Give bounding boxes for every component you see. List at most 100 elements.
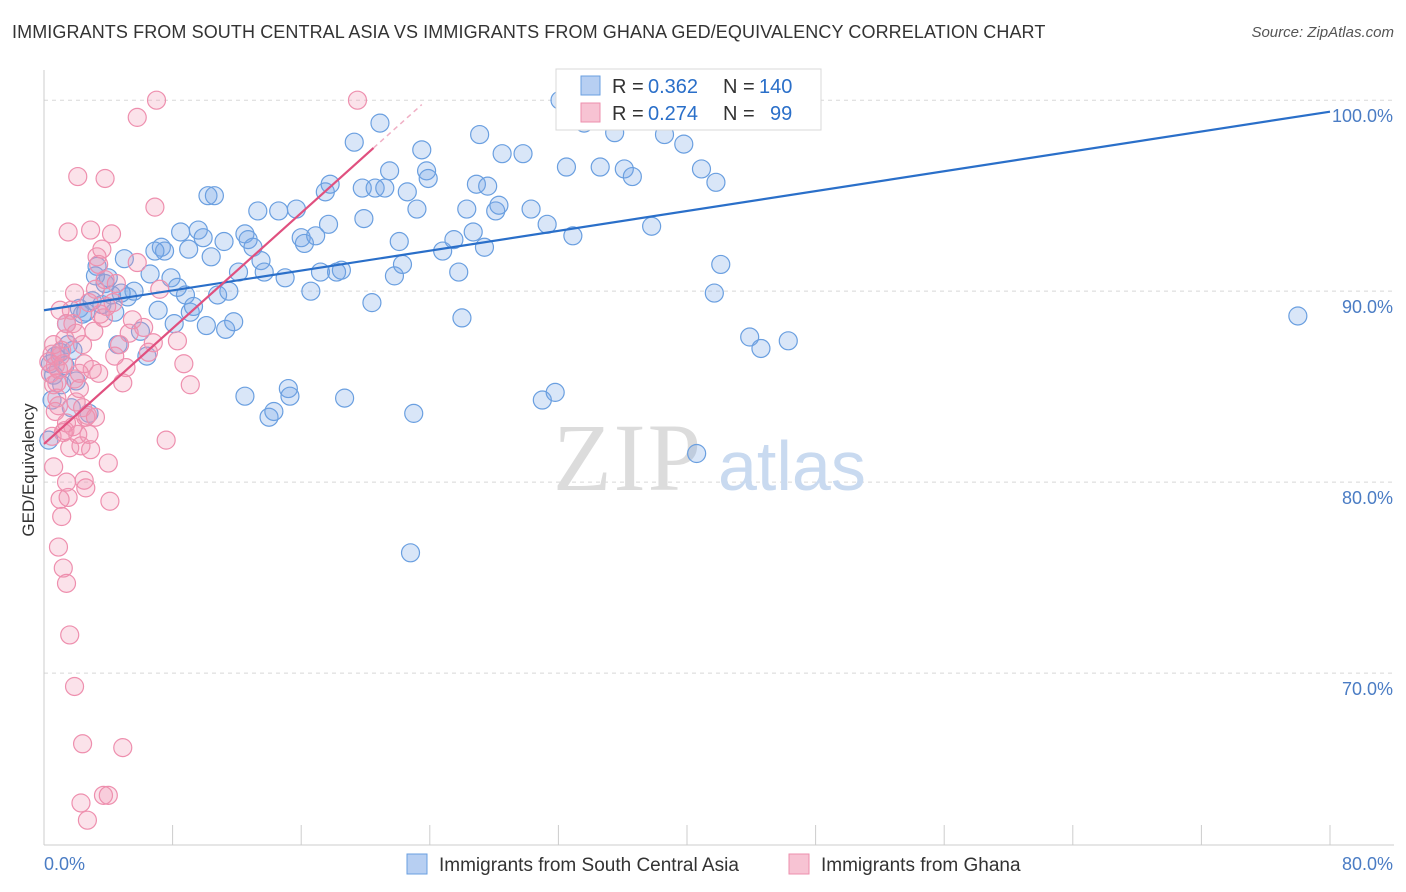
data-point <box>389 231 409 252</box>
data-point <box>71 436 91 456</box>
watermark-atlas: atlas <box>718 427 866 505</box>
trend-line <box>43 110 1331 312</box>
data-point <box>380 161 400 181</box>
data-point <box>76 407 96 427</box>
data-point <box>198 186 218 206</box>
data-point <box>278 378 298 399</box>
bottom-legend: Immigrants from South Central Asia Immig… <box>406 853 1021 876</box>
data-point <box>138 342 159 362</box>
data-point <box>691 159 712 179</box>
y-axis-label: GED/Equivalency <box>19 403 38 537</box>
data-point <box>622 166 642 187</box>
data-point <box>167 277 188 297</box>
y-tick-labels: 70.0% 80.0% 90.0% 100.0% <box>1332 106 1393 699</box>
data-point <box>706 172 726 192</box>
legend-r-value-pink: 0.274 <box>648 103 698 125</box>
series-south-central-asia <box>39 90 1308 563</box>
data-point <box>362 293 382 313</box>
data-point <box>370 113 390 133</box>
data-point <box>412 140 432 160</box>
data-point <box>556 157 577 177</box>
data-point <box>116 357 136 378</box>
legend-r-label-blue: R = <box>612 76 644 98</box>
data-point <box>492 144 512 164</box>
data-point <box>72 335 93 355</box>
data-point <box>95 168 115 189</box>
data-point <box>171 222 191 242</box>
data-point <box>235 386 255 406</box>
data-point <box>335 388 355 408</box>
data-point <box>47 373 67 393</box>
data-point <box>674 134 694 154</box>
series-ghana <box>39 90 368 830</box>
data-point <box>114 249 134 269</box>
data-point <box>50 489 70 509</box>
legend-r-label-pink: R = <box>612 103 644 125</box>
data-point <box>264 401 284 422</box>
data-point <box>93 308 114 328</box>
data-point <box>180 375 200 395</box>
legend-n-label-pink: N = <box>723 103 755 125</box>
data-point <box>486 201 506 221</box>
data-point <box>404 403 424 423</box>
data-point <box>251 251 271 271</box>
data-point <box>58 222 78 242</box>
data-point <box>64 676 85 697</box>
data-point <box>193 228 213 248</box>
y-tick-label: 100.0% <box>1332 106 1393 126</box>
x-tick-labels: 0.0% 80.0% <box>44 854 1393 874</box>
data-point <box>93 785 114 805</box>
data-point <box>452 308 472 328</box>
data-point <box>134 317 154 338</box>
data-point <box>407 199 427 219</box>
data-point <box>44 457 64 477</box>
data-point <box>354 209 374 229</box>
legend-swatch-pink <box>580 102 601 123</box>
data-point <box>105 346 125 366</box>
data-point <box>71 793 91 813</box>
data-point <box>320 174 340 194</box>
data-point <box>416 161 437 181</box>
data-point <box>513 144 533 164</box>
data-point <box>69 363 89 383</box>
data-point <box>64 283 85 303</box>
data-point <box>113 738 133 758</box>
trend-line <box>43 147 375 445</box>
watermark-zip: ZIP <box>553 404 703 511</box>
data-point <box>224 312 244 332</box>
data-point <box>711 254 731 275</box>
data-point <box>614 159 634 179</box>
data-point <box>470 124 490 145</box>
data-point <box>269 201 289 221</box>
data-point <box>642 216 662 236</box>
data-point <box>76 478 96 498</box>
data-point <box>590 157 610 177</box>
data-point <box>301 281 321 301</box>
data-point <box>119 323 139 343</box>
data-point <box>400 543 421 563</box>
trend-lines <box>43 104 1331 445</box>
data-point <box>100 491 120 511</box>
x-tick-label: 80.0% <box>1342 854 1393 874</box>
data-point <box>306 226 326 246</box>
data-point <box>98 453 118 473</box>
data-point <box>68 166 88 187</box>
data-point <box>146 90 167 110</box>
data-point <box>183 296 204 317</box>
axes <box>43 70 1394 846</box>
y-tick-label: 70.0% <box>1342 679 1393 699</box>
data-point <box>98 785 118 805</box>
data-point <box>463 222 483 242</box>
legend-n-value-pink: 99 <box>770 103 792 125</box>
data-point <box>280 386 300 406</box>
data-point <box>201 247 221 267</box>
data-point <box>44 335 64 355</box>
data-point <box>254 262 274 282</box>
data-point <box>95 270 115 290</box>
data-point <box>53 354 73 374</box>
data-point <box>563 226 583 246</box>
data-point <box>69 378 89 399</box>
data-point <box>444 230 464 250</box>
data-point <box>286 199 306 219</box>
